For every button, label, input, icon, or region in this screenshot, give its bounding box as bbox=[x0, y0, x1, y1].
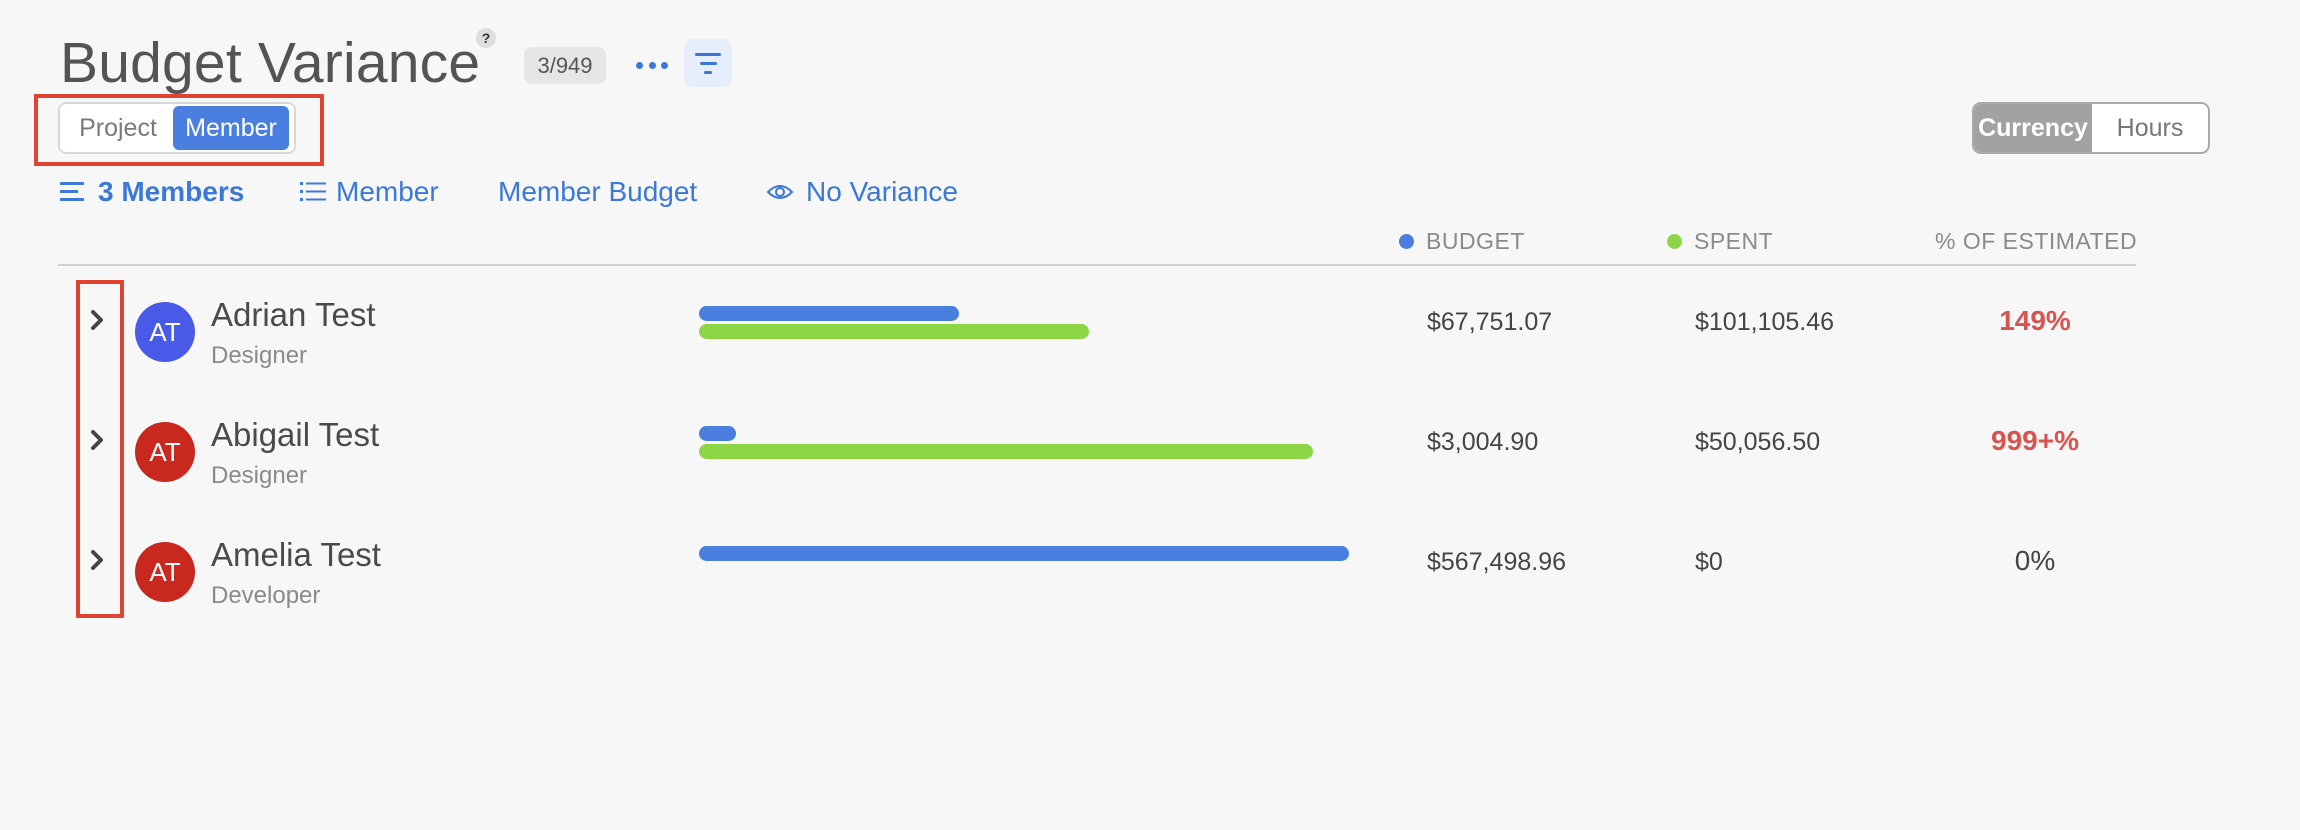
budget-type-label: Member Budget bbox=[498, 176, 698, 207]
pct-estimated-value: 0% bbox=[2014, 545, 2056, 576]
filter-icon bbox=[695, 52, 721, 56]
bullet-list-icon bbox=[300, 182, 326, 201]
members-count-label: 3 Members bbox=[98, 176, 245, 207]
column-header-spent[interactable]: SPENT bbox=[1667, 228, 1773, 255]
avatar: AT bbox=[135, 542, 195, 602]
avatar: AT bbox=[135, 422, 195, 482]
dot-icon bbox=[636, 61, 643, 69]
count-badge: 3/949 bbox=[524, 47, 606, 84]
dot-icon bbox=[661, 61, 668, 69]
member-role: Developer bbox=[211, 582, 321, 609]
list-lines-icon bbox=[60, 182, 84, 201]
dot-icon bbox=[648, 61, 656, 69]
member-role: Designer bbox=[211, 462, 308, 489]
eye-icon bbox=[766, 185, 794, 199]
group-by-button[interactable]: Member bbox=[300, 172, 439, 212]
unit-toggle-currency[interactable]: Currency bbox=[1974, 104, 2092, 152]
column-header-pct-estimated[interactable]: % OF ESTIMATED bbox=[1935, 228, 2137, 255]
column-header-spent-label: SPENT bbox=[1694, 228, 1774, 254]
view-toggle: Project Member bbox=[58, 102, 296, 154]
chevron-right-icon[interactable] bbox=[88, 426, 108, 454]
more-options-button[interactable] bbox=[634, 50, 670, 80]
table-row: AT Amelia Test Developer $567,498.96 $0 … bbox=[0, 510, 2300, 620]
column-header-budget-label: BUDGET bbox=[1426, 228, 1525, 254]
help-icon[interactable]: ? bbox=[476, 28, 496, 48]
group-by-label: Member bbox=[336, 176, 439, 207]
budget-legend-dot bbox=[1399, 234, 1414, 249]
variance-filter-label: No Variance bbox=[806, 176, 959, 207]
spent-legend-dot bbox=[1667, 234, 1682, 249]
view-toggle-member[interactable]: Member bbox=[173, 106, 289, 150]
members-count-button[interactable]: 3 Members bbox=[60, 172, 244, 212]
unit-toggle-hours[interactable]: Hours bbox=[2116, 113, 2184, 142]
member-name: Abigail Test bbox=[211, 416, 380, 453]
budget-value: $67,751.07 bbox=[1427, 308, 1553, 336]
member-name: Adrian Test bbox=[211, 296, 376, 333]
budget-value: $567,498.96 bbox=[1427, 548, 1567, 576]
spent-bar bbox=[699, 324, 1089, 339]
member-role: Designer bbox=[211, 342, 308, 369]
budget-bar bbox=[699, 546, 1349, 561]
member-name: Amelia Test bbox=[211, 536, 381, 573]
spent-value: $0 bbox=[1695, 548, 1723, 576]
table-row: AT Abigail Test Designer $3,004.90 $50,0… bbox=[0, 390, 2300, 500]
spent-value: $101,105.46 bbox=[1695, 308, 1835, 336]
view-toggle-project[interactable]: Project bbox=[79, 113, 157, 142]
pct-estimated-value: 999+% bbox=[1991, 425, 2079, 456]
spent-bar bbox=[699, 444, 1313, 459]
filter-icon-line bbox=[699, 61, 717, 65]
table-row: AT Adrian Test Designer $67,751.07 $101,… bbox=[0, 270, 2300, 380]
budget-value: $3,004.90 bbox=[1427, 428, 1539, 456]
budget-type-button[interactable]: Member Budget bbox=[498, 172, 697, 212]
budget-bar bbox=[699, 426, 736, 441]
avatar: AT bbox=[135, 302, 195, 362]
variance-filter-button[interactable]: No Variance bbox=[766, 172, 958, 212]
page-title: Budget Variance bbox=[60, 31, 481, 95]
chevron-right-icon[interactable] bbox=[88, 306, 108, 334]
spent-value: $50,056.50 bbox=[1695, 428, 1821, 456]
header-divider bbox=[58, 264, 2136, 266]
budget-bar bbox=[699, 306, 959, 321]
chevron-right-icon[interactable] bbox=[88, 546, 108, 574]
column-header-budget[interactable]: BUDGET bbox=[1399, 228, 1525, 255]
pct-estimated-value: 149% bbox=[1999, 305, 2071, 336]
filter-button[interactable] bbox=[684, 39, 732, 87]
filter-icon-line bbox=[704, 70, 712, 74]
column-header-pct-label: % OF ESTIMATED bbox=[1935, 228, 2138, 254]
unit-toggle: Currency Hours bbox=[1972, 102, 2210, 154]
